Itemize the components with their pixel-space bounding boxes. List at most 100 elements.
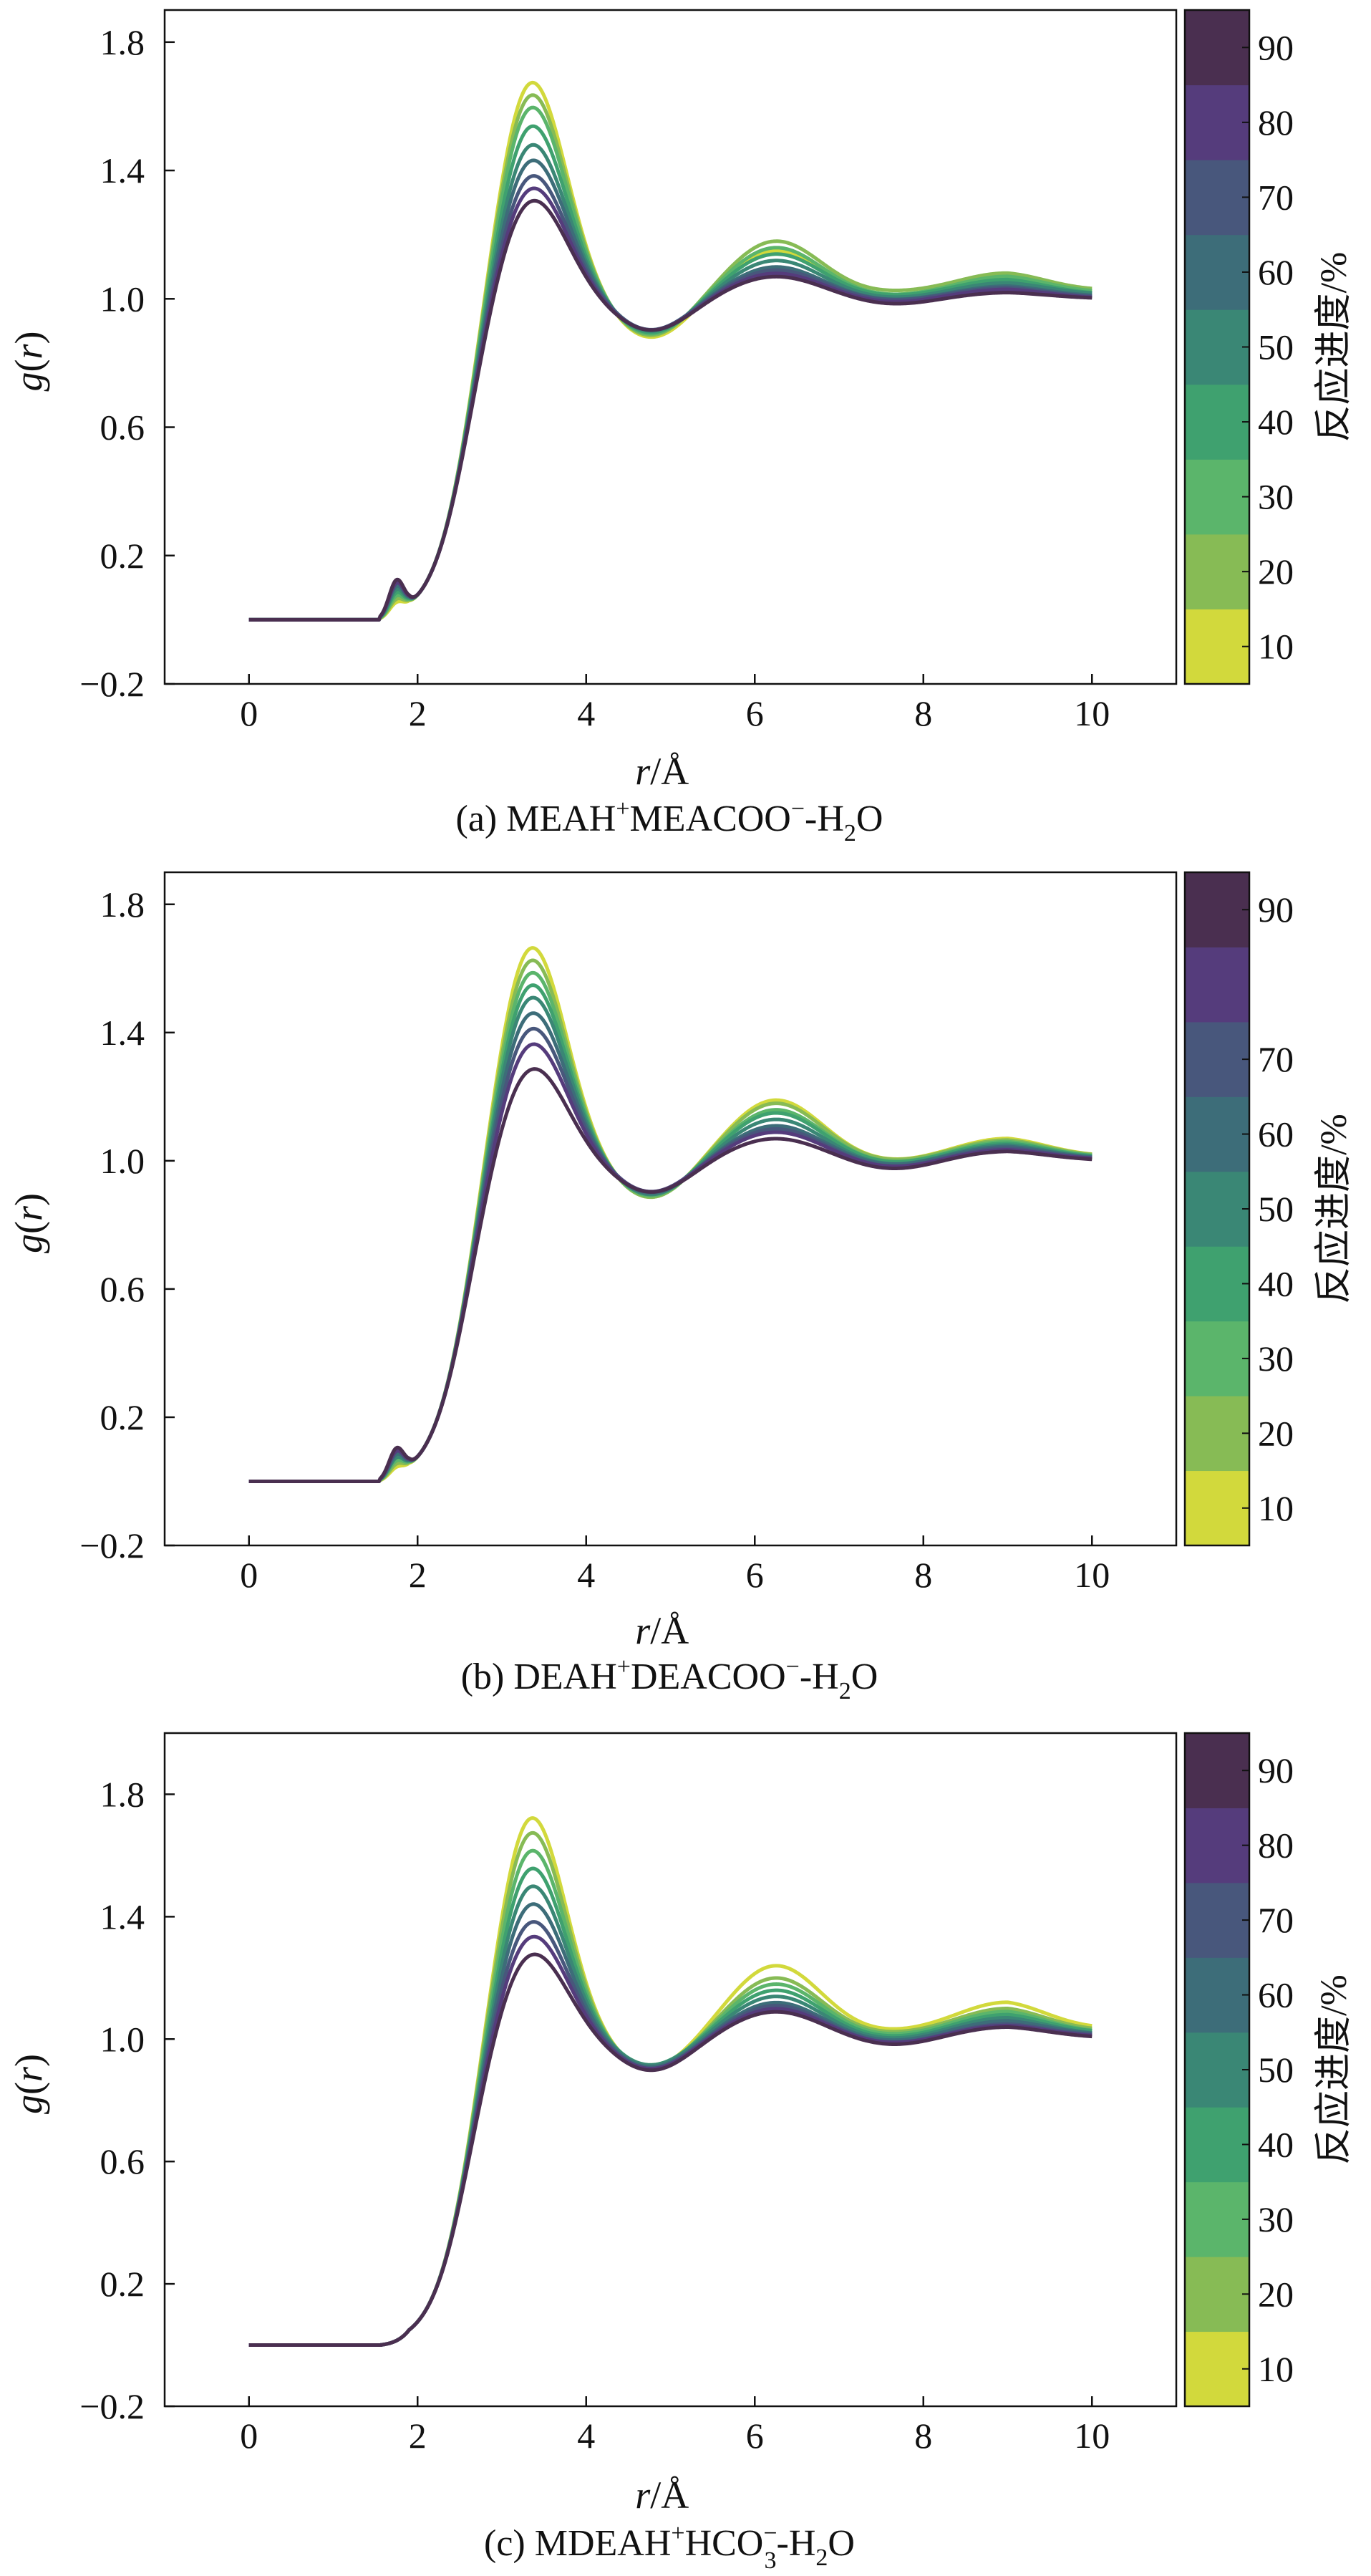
series-line-20 [248,958,1093,1483]
y-tick-label: 1.8 [100,22,145,62]
y-axis-label: g(r) [7,2054,50,2114]
y-tick-label: 0.6 [100,407,145,448]
x-tick-label: 0 [240,693,258,733]
x-tick-label: 10 [1074,2416,1110,2456]
colorbar: 10 20 30 40 50 60 70 90 反应进度/% [1183,871,1355,1547]
series-line-60 [248,1011,1093,1483]
colorbar-tick-label: 60 [1258,1114,1294,1154]
series-line-40 [248,124,1093,622]
colorbar-bin [1185,384,1249,460]
panel-caption: (a) MEAH+MEACOO−-H2O [456,796,883,846]
colorbar-tick-label: 40 [1258,2124,1294,2164]
colorbar-tick-label: 70 [1258,177,1294,217]
colorbar-bin [1185,309,1249,385]
series-line-30 [248,1848,1093,2348]
colorbar-label: 反应进度/% [1314,1974,1355,2165]
colorbar-tick-label: 90 [1258,27,1294,67]
colorbar-bin [1185,1733,1249,1808]
plot-frame [163,1732,1178,2408]
colorbar-tick-label: 30 [1258,477,1294,517]
x-axis-label: r/Å [635,750,689,793]
series-line-30 [248,970,1093,1483]
colorbar-tick-label: 10 [1258,627,1294,667]
colorbar-bin [1185,2181,1249,2257]
colorbar-bin [1185,609,1249,685]
colorbar-tick-label: 90 [1258,889,1294,930]
colorbar-bin [1185,1171,1249,1247]
x-tick-label: 2 [409,2416,427,2456]
colorbar-tick-label: 80 [1258,1825,1294,1866]
colorbar-tick-label: 20 [1258,551,1294,592]
colorbar-bin [1185,160,1249,236]
colorbar-bin [1185,1882,1249,1958]
colorbar-bin [1185,459,1249,535]
x-axis-label: r/Å [635,2474,689,2517]
x-tick-label: 2 [409,693,427,733]
y-tick-label: 0.6 [100,2141,145,2181]
colorbar-tick-label: 80 [1258,102,1294,143]
plot-frame [163,9,1178,685]
x-tick-label: 10 [1074,693,1110,733]
plot-frame [163,871,1178,1547]
colorbar-tick-label: 10 [1258,2349,1294,2389]
panel-b: 0 2 4 6 8 10 −0.2 0.2 0.6 1.0 1.4 1.8 g(r) r/Å(b) DEA… [7,871,1355,1704]
panel-caption: (c) MDEAH+HCO− 3-H2O [484,2520,855,2574]
colorbar-bin [1185,2107,1249,2183]
colorbar-tick-label: 70 [1258,1039,1294,1079]
series-line-40 [248,1866,1093,2348]
colorbar-bin [1185,2331,1249,2407]
y-tick-label: 1.0 [100,1141,145,1181]
colorbar-bin [1185,1808,1249,1883]
colorbar-bin [1185,1096,1249,1172]
y-tick-label: 1.8 [100,884,145,925]
series-line-30 [248,105,1093,622]
series-line-50 [248,995,1093,1483]
colorbar-tick-label: 60 [1258,1975,1294,2015]
series-line-10 [248,946,1093,1483]
colorbar-bin [1185,947,1249,1023]
x-tick-label: 6 [746,693,764,733]
y-tick-label: 0.6 [100,1269,145,1309]
series-lines [248,946,1093,1483]
x-tick-label: 4 [577,693,595,733]
y-tick-label: 1.4 [100,150,145,190]
panel-caption: (b) DEAH+DEACOO−-H2O [461,1654,878,1704]
x-tick-label: 6 [746,2416,764,2456]
colorbar-bin [1185,1470,1249,1546]
y-tick-label: 1.4 [100,1896,145,1936]
y-tick-label: 1.0 [100,2019,145,2059]
colorbar-tick-label: 50 [1258,2050,1294,2090]
colorbar-tick-label: 40 [1258,1263,1294,1303]
colorbar: 10 20 30 40 50 60 70 80 90 反应进度/% [1183,1732,1355,2408]
colorbar-tick-label: 50 [1258,327,1294,367]
series-line-90 [248,198,1093,622]
panel-c: 0 2 4 6 8 10 −0.2 0.2 0.6 1.0 1.4 1.8 g(r) r/Å(c) MDE… [7,1732,1355,2574]
colorbar-label: 反应进度/% [1314,252,1355,443]
x-tick-label: 0 [240,2416,258,2456]
series-line-70 [248,1026,1093,1483]
colorbar-tick-label: 30 [1258,1338,1294,1379]
series-line-80 [248,1934,1093,2348]
series-line-60 [248,1902,1093,2348]
series-line-50 [248,1884,1093,2348]
series-line-50 [248,143,1093,622]
series-line-70 [248,1920,1093,2348]
colorbar-bin [1185,1246,1249,1322]
series-lines [248,1816,1093,2348]
series-line-80 [248,186,1093,622]
x-tick-label: 10 [1074,1555,1110,1595]
series-line-10 [248,80,1093,622]
series-line-10 [248,1816,1093,2348]
colorbar-tick-label: 20 [1258,1413,1294,1453]
colorbar-tick-label: 40 [1258,402,1294,442]
colorbar-tick-label: 20 [1258,2274,1294,2314]
colorbar-bin [1185,85,1249,160]
y-tick-label: −0.2 [79,1525,145,1566]
x-tick-label: 6 [746,1555,764,1595]
colorbar-label: 反应进度/% [1314,1114,1355,1304]
series-line-90 [248,1067,1093,1483]
y-tick-label: 0.2 [100,536,145,576]
series-line-40 [248,983,1093,1483]
colorbar-tick-label: 60 [1258,252,1294,292]
y-axis-label: g(r) [7,1193,50,1253]
